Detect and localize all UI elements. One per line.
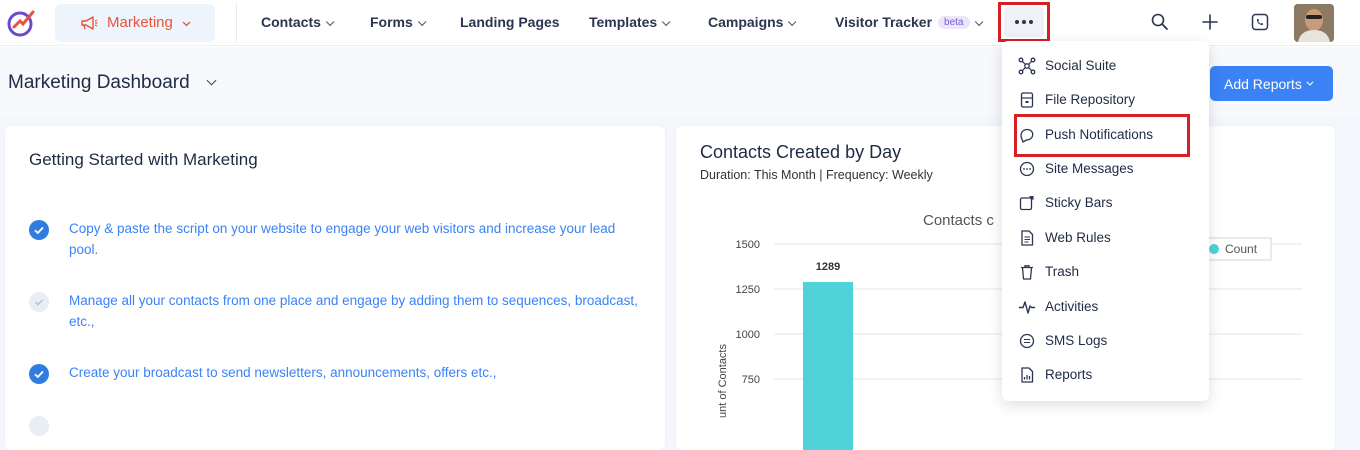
nav-campaigns-label: Campaigns xyxy=(708,14,784,30)
chart-inner-title: Contacts c xyxy=(923,212,994,229)
y-tick-label: 1500 xyxy=(736,239,760,251)
chat-bubble-icon xyxy=(1019,161,1035,177)
menu-item-label: Web Rules xyxy=(1045,230,1111,245)
chevron-down-icon xyxy=(1306,78,1314,86)
nav-landing-pages-label: Landing Pages xyxy=(460,14,560,30)
chevron-down-icon xyxy=(417,17,427,27)
sms-icon xyxy=(1019,333,1035,349)
task-item xyxy=(29,414,639,438)
nav-divider xyxy=(236,4,237,42)
nav-contacts[interactable]: Contacts xyxy=(261,14,335,30)
menu-item-site-messages[interactable]: Site Messages xyxy=(1002,154,1209,184)
menu-item-label: Trash xyxy=(1045,264,1080,279)
getting-started-title: Getting Started with Marketing xyxy=(29,150,258,169)
phone-icon[interactable] xyxy=(1250,12,1270,32)
menu-item-trash[interactable]: Trash xyxy=(1002,257,1209,287)
share-nodes-icon xyxy=(1018,57,1036,75)
bar xyxy=(803,281,853,450)
y-tick-label: 750 xyxy=(742,374,760,386)
chevron-down-icon[interactable] xyxy=(206,75,217,86)
menu-item-label: File Repository xyxy=(1045,92,1136,107)
menu-item-activities[interactable]: Activities xyxy=(1002,292,1209,322)
file-repository-icon xyxy=(1020,92,1034,108)
nav-templates[interactable]: Templates xyxy=(589,14,671,30)
menu-item-label: Site Messages xyxy=(1045,161,1134,176)
chevron-down-icon xyxy=(788,17,797,27)
chevron-down-icon xyxy=(974,17,983,27)
search-icon[interactable] xyxy=(1150,12,1170,32)
nav-templates-label: Templates xyxy=(589,14,658,30)
bar-data-label: 1289 xyxy=(816,261,840,273)
chevron-down-icon xyxy=(182,21,191,27)
plus-icon[interactable] xyxy=(1200,12,1220,32)
task-text[interactable]: Copy & paste the script on your website … xyxy=(69,221,616,257)
task-item[interactable]: Manage all your contacts from one place … xyxy=(29,290,639,334)
task-item[interactable]: Create your broadcast to send newsletter… xyxy=(29,362,639,386)
app-logo-icon[interactable] xyxy=(6,8,38,38)
legend-swatch xyxy=(1209,244,1219,254)
check-circle-icon xyxy=(29,416,49,436)
menu-item-label: Sticky Bars xyxy=(1045,195,1113,210)
chart-card-title: Contacts Created by Day xyxy=(700,142,902,162)
legend-label: Count xyxy=(1225,242,1258,256)
megaphone-icon xyxy=(81,16,98,30)
menu-item-label: SMS Logs xyxy=(1045,333,1108,348)
nav-contacts-label: Contacts xyxy=(261,14,321,30)
user-avatar[interactable] xyxy=(1294,4,1334,42)
menu-item-label: Push Notifications xyxy=(1045,127,1154,142)
top-navigation: Marketing Contacts Forms Landing Pages T… xyxy=(0,0,1360,46)
task-item[interactable]: Copy & paste the script on your website … xyxy=(29,218,639,262)
menu-item-label: Activities xyxy=(1045,299,1099,314)
nav-visitor-tracker-label: Visitor Tracker xyxy=(835,14,933,30)
menu-item-sticky-bars[interactable]: Sticky Bars xyxy=(1002,188,1209,218)
chevron-down-icon xyxy=(325,17,335,27)
task-text[interactable]: Create your broadcast to send newsletter… xyxy=(69,365,497,380)
sticky-note-icon xyxy=(1019,196,1034,211)
more-dropdown-menu: Social Suite File Repository Push Notifi… xyxy=(1002,41,1209,401)
nav-forms-label: Forms xyxy=(370,14,413,30)
push-notification-icon xyxy=(1020,128,1034,143)
add-reports-button[interactable]: Add Reports xyxy=(1210,66,1333,101)
menu-item-label: Reports xyxy=(1045,367,1093,382)
user-avatar-image xyxy=(1294,4,1334,42)
menu-item-file-repository[interactable]: File Repository xyxy=(1002,85,1209,115)
menu-item-sms-logs[interactable]: SMS Logs xyxy=(1002,326,1209,356)
module-switcher-button[interactable]: Marketing xyxy=(55,4,215,42)
document-icon xyxy=(1021,230,1034,246)
nav-landing-pages[interactable]: Landing Pages xyxy=(460,14,560,30)
check-circle-icon xyxy=(29,292,49,312)
activity-icon xyxy=(1018,301,1036,314)
check-circle-icon xyxy=(29,364,49,384)
task-text[interactable]: Manage all your contacts from one place … xyxy=(69,293,638,329)
getting-started-card: Getting Started with Marketing Copy & pa… xyxy=(5,126,665,450)
dashboard-title[interactable]: Marketing Dashboard xyxy=(8,72,190,93)
menu-item-social-suite[interactable]: Social Suite xyxy=(1002,51,1209,81)
trash-icon xyxy=(1021,265,1033,280)
report-icon xyxy=(1021,367,1034,383)
beta-badge: beta xyxy=(938,16,970,29)
menu-item-reports[interactable]: Reports xyxy=(1002,360,1209,390)
y-axis-label: unt of Contacts xyxy=(717,344,729,418)
more-menu-button[interactable] xyxy=(998,2,1050,42)
chevron-down-icon xyxy=(662,17,671,27)
nav-campaigns[interactable]: Campaigns xyxy=(708,14,797,30)
check-circle-icon xyxy=(29,220,49,240)
nav-forms[interactable]: Forms xyxy=(370,14,427,30)
more-icon xyxy=(1004,7,1044,37)
contacts-bar-chart: Contacts c unt of Contacts 750 1000 1250 1500… xyxy=(717,212,1302,450)
y-tick-label: 1000 xyxy=(736,329,760,341)
add-reports-label: Add Reports xyxy=(1224,75,1302,92)
module-label: Marketing xyxy=(107,14,173,31)
chart-card-subtitle: Duration: This Month | Frequency: Weekly xyxy=(700,168,933,182)
menu-item-label: Social Suite xyxy=(1045,58,1117,73)
menu-item-push-notifications[interactable]: Push Notifications xyxy=(1002,120,1209,150)
y-tick-label: 1250 xyxy=(736,284,760,296)
menu-item-web-rules[interactable]: Web Rules xyxy=(1002,223,1209,253)
nav-visitor-tracker[interactable]: Visitor Tracker beta xyxy=(835,14,983,30)
